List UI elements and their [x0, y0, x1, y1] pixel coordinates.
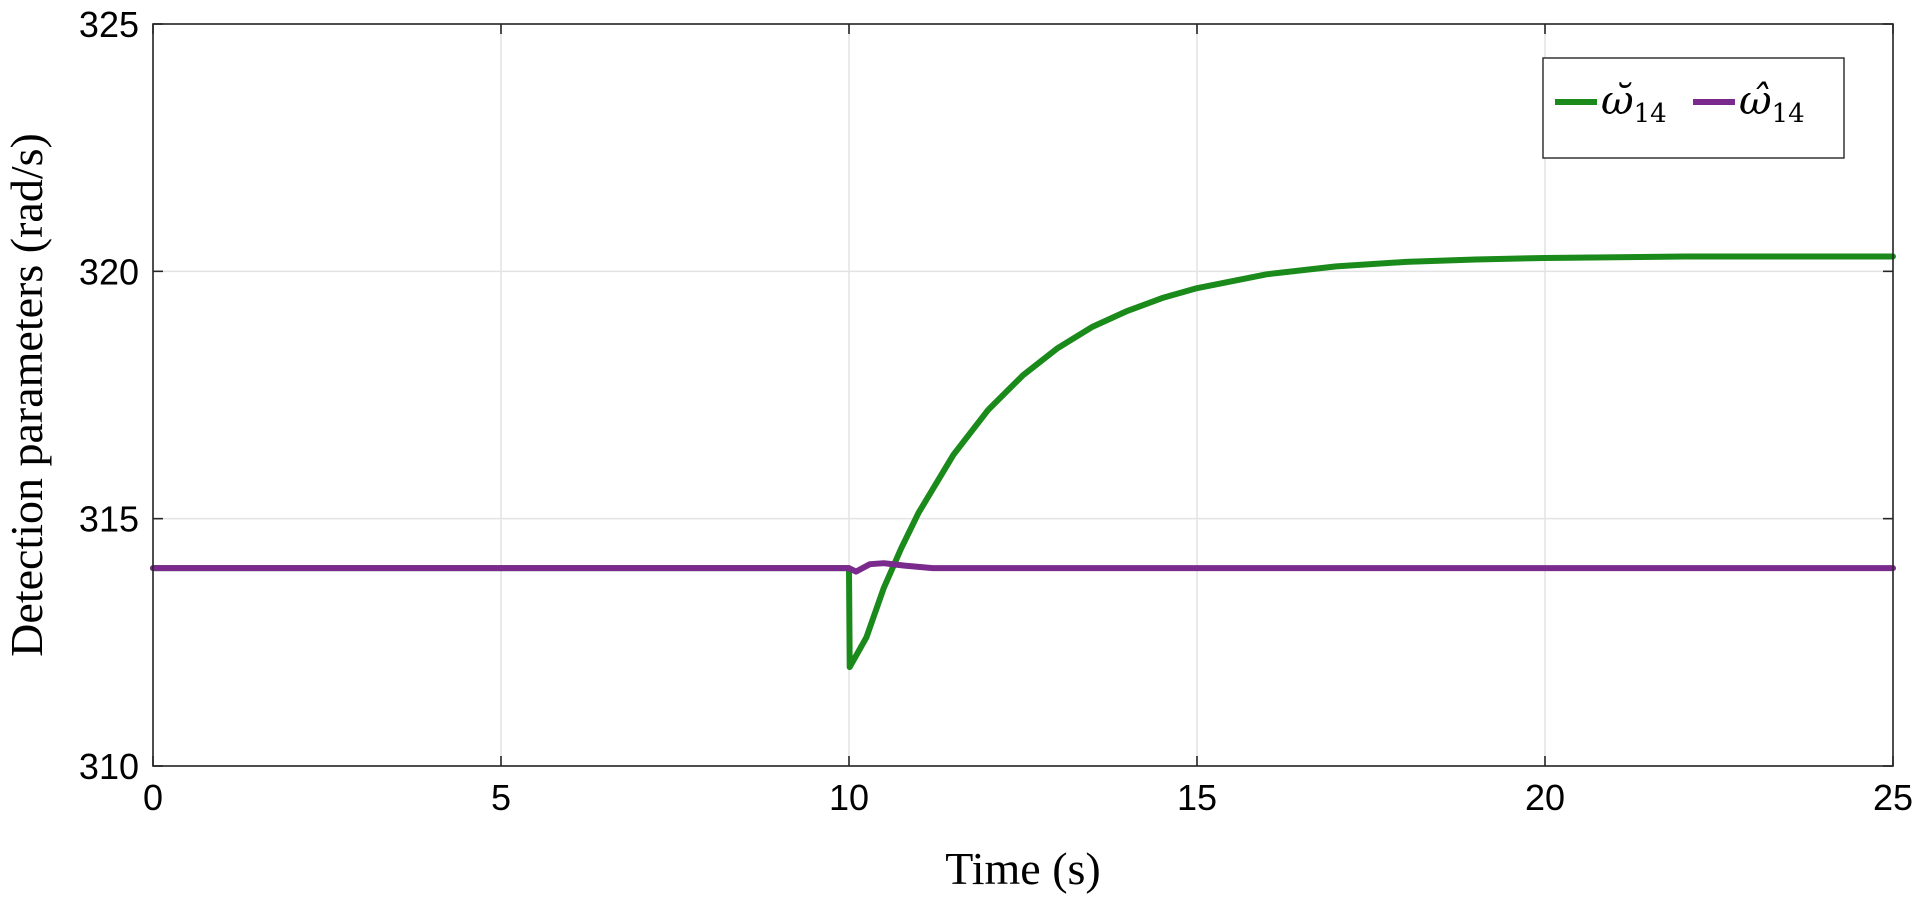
series-line-0 — [150, 253, 1896, 671]
ticks: 0 5 10 15 20 25 310 315 320 325 — [79, 4, 1913, 818]
y-tick-label-2: 320 — [79, 251, 139, 292]
legend-label-1: ω̂14 — [1739, 78, 1805, 129]
legend-box — [1542, 57, 1845, 159]
x-tick-label-5: 25 — [1873, 777, 1913, 818]
y-tick-label-1: 315 — [79, 499, 139, 540]
legend-label-0: ω̆14 — [1601, 78, 1667, 129]
axis-labels: Time (s) Detection parameters (rad/s) — [1, 133, 1101, 894]
x-tick-label-1: 5 — [491, 777, 511, 818]
y-tick-label-3: 325 — [79, 4, 139, 45]
x-tick-label-0: 0 — [143, 777, 163, 818]
series-group — [150, 253, 1896, 671]
x-tick-label-4: 20 — [1525, 777, 1565, 818]
legend: ω̆14 ω̂14 — [1542, 57, 1845, 159]
x-axis-label: Time (s) — [945, 843, 1101, 894]
x-tick-label-3: 15 — [1177, 777, 1217, 818]
y-tick-label-0: 310 — [79, 746, 139, 787]
y-axis-label: Detection parameters (rad/s) — [1, 133, 52, 657]
plot-frame — [152, 23, 1894, 767]
x-tick-label-2: 10 — [829, 777, 869, 818]
series-line-1 — [150, 560, 1896, 575]
